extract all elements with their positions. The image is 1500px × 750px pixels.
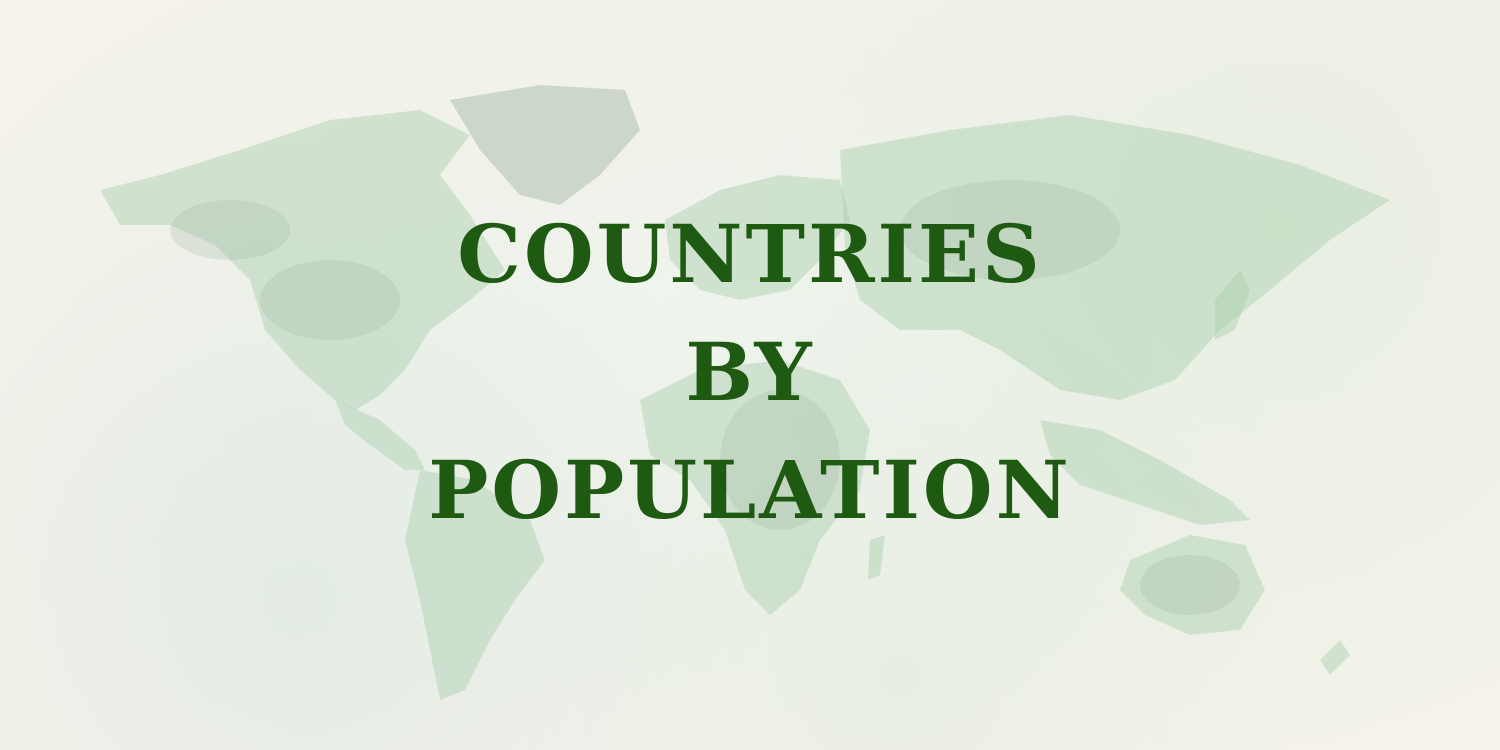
central-america-shape — [335, 400, 425, 470]
new-zealand-shape — [1320, 640, 1350, 675]
north-america-shape — [100, 110, 505, 410]
asia-shape — [840, 115, 1390, 400]
africa-shape — [640, 360, 870, 615]
greenland-shape — [450, 85, 640, 205]
title-line-3: POPULATION — [428, 443, 1072, 537]
southeast-asia-shape — [1040, 420, 1250, 525]
madagascar-shape — [868, 535, 885, 580]
japan-shape — [1215, 270, 1250, 340]
title-line-2: BY — [685, 325, 815, 419]
australia-shape — [1120, 535, 1265, 635]
south-america-shape — [405, 470, 545, 700]
europe-shape — [665, 175, 850, 300]
title-line-1: COUNTRIES — [457, 207, 1043, 301]
title-block: COUNTRIES BY POPULATION — [0, 195, 1500, 549]
